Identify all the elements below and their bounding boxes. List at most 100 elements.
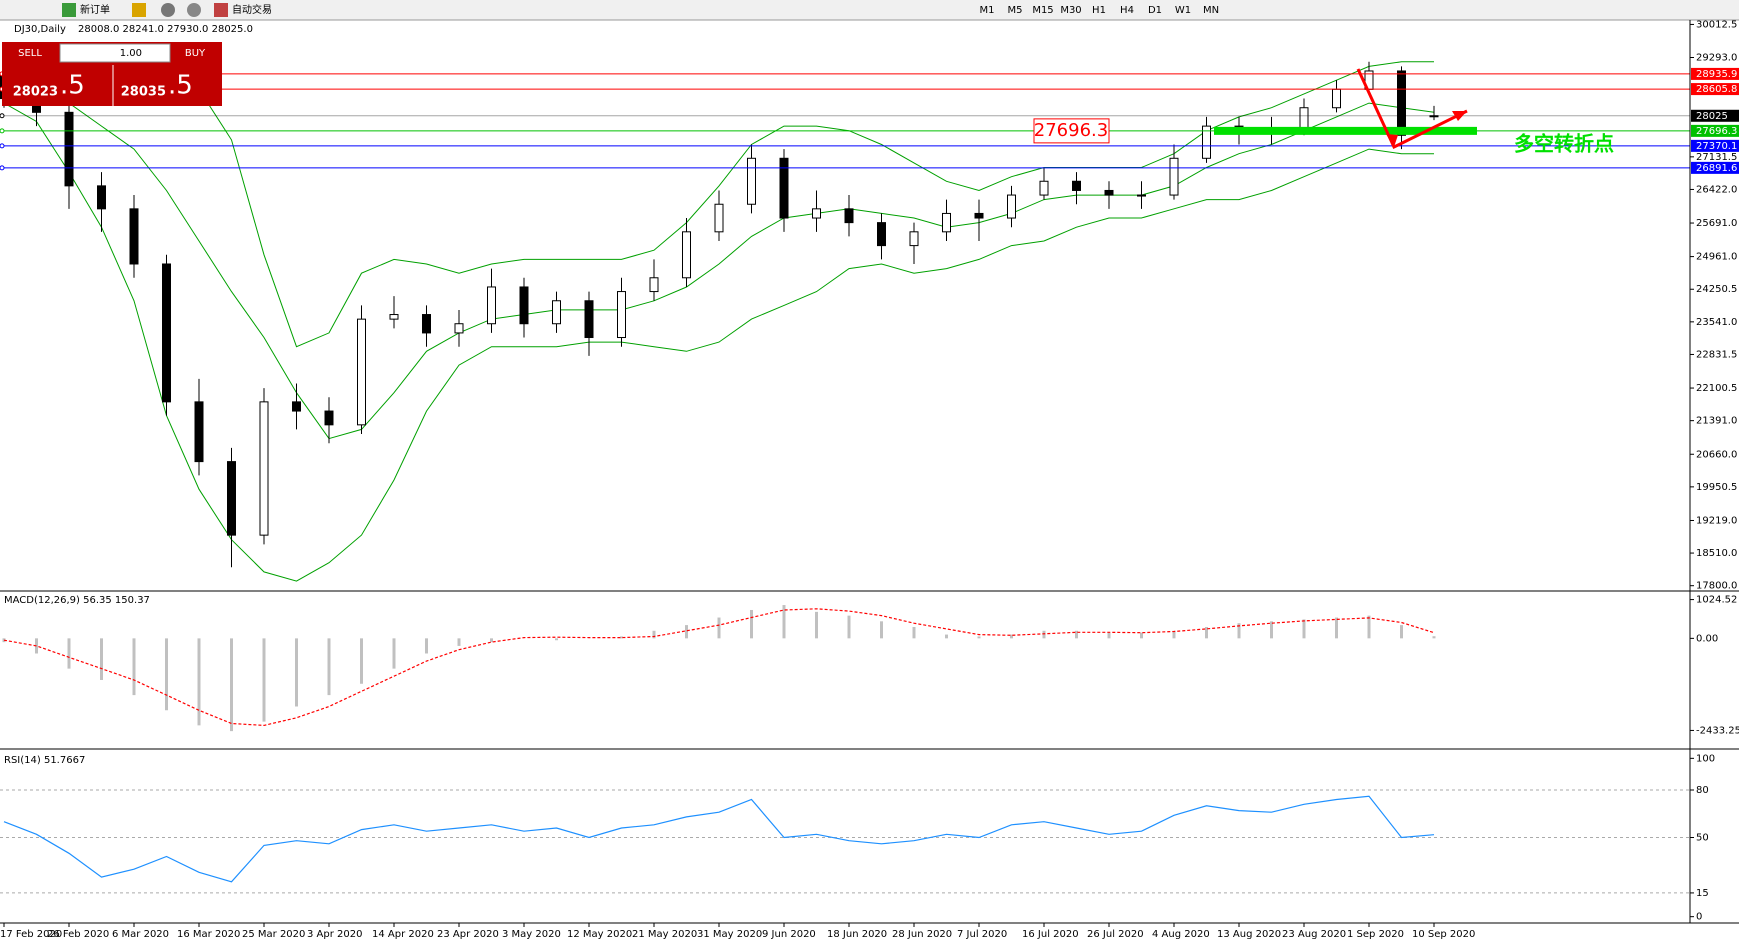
band-middle bbox=[3, 84, 1435, 440]
y-tick-label: 15 bbox=[1696, 888, 1709, 899]
candle-body bbox=[259, 401, 269, 536]
candle-body bbox=[1007, 194, 1016, 219]
candle-body bbox=[194, 401, 204, 463]
candle-body bbox=[617, 291, 626, 339]
band-lower bbox=[3, 102, 1434, 582]
candle-body bbox=[1072, 180, 1081, 191]
buy-button[interactable]: BUY bbox=[185, 48, 206, 59]
candle-body bbox=[584, 300, 594, 339]
x-tick-label: 3 May 2020 bbox=[502, 929, 561, 940]
band-upper bbox=[3, 56, 1434, 348]
candle-body bbox=[129, 208, 139, 265]
price-label-bg bbox=[1691, 161, 1739, 174]
price-label-bg bbox=[1691, 83, 1739, 96]
timeframe-button[interactable]: H4 bbox=[1120, 5, 1134, 16]
y-tick-label: 22831.5 bbox=[1696, 349, 1737, 360]
timeframe-button[interactable]: M1 bbox=[980, 5, 995, 16]
y-tick-label: 17800.0 bbox=[1696, 581, 1737, 592]
timeframe-button[interactable]: H1 bbox=[1092, 5, 1106, 16]
candle-body bbox=[1104, 189, 1114, 196]
y-tick-label: 29293.0 bbox=[1696, 53, 1737, 64]
y-tick-label: 1024.52 bbox=[1696, 595, 1737, 606]
lot-size[interactable]: 1.00 bbox=[120, 48, 142, 59]
x-tick-label: 9 Jun 2020 bbox=[762, 929, 816, 940]
auto-trading-icon[interactable] bbox=[214, 3, 228, 17]
new-order-icon[interactable] bbox=[62, 3, 76, 17]
candle-body bbox=[324, 410, 334, 426]
panel-title: RSI(14) 51.7667 bbox=[4, 755, 85, 766]
x-tick-label: 16 Mar 2020 bbox=[177, 929, 240, 940]
y-tick-label: 27131.5 bbox=[1696, 152, 1737, 163]
line-handle bbox=[0, 128, 5, 134]
price-label: 26891.6 bbox=[1696, 163, 1737, 174]
y-tick-label: 18510.0 bbox=[1696, 548, 1737, 559]
x-tick-label: 21 May 2020 bbox=[632, 929, 697, 940]
sell-price[interactable]: 28023 bbox=[13, 85, 58, 100]
quote: 28008.0 28241.0 27930.0 28025.0 bbox=[78, 24, 253, 35]
candle-body bbox=[1039, 180, 1049, 196]
price-label-bg bbox=[1691, 67, 1739, 80]
toolbar-icon[interactable] bbox=[187, 3, 201, 17]
x-tick-label: 23 Apr 2020 bbox=[437, 929, 499, 940]
candle-body bbox=[877, 222, 886, 247]
candle-body bbox=[1169, 157, 1179, 196]
toolbar-icon[interactable] bbox=[161, 3, 175, 17]
line-handle bbox=[0, 165, 5, 171]
candle-body bbox=[682, 231, 691, 279]
y-tick-label: 20660.0 bbox=[1696, 449, 1737, 460]
x-tick-label: 3 Apr 2020 bbox=[307, 929, 362, 940]
y-tick-label: 19950.5 bbox=[1696, 482, 1737, 493]
x-tick-label: 16 Jul 2020 bbox=[1022, 929, 1079, 940]
price-label-bg bbox=[1691, 109, 1739, 122]
candle-body bbox=[942, 212, 951, 233]
y-tick-label: 80 bbox=[1696, 785, 1709, 796]
line-handle bbox=[0, 113, 5, 119]
signal-line bbox=[3, 608, 1435, 727]
toolbar-icon[interactable] bbox=[132, 3, 146, 17]
sell-button[interactable]: SELL bbox=[18, 48, 42, 59]
x-tick-label: 4 Aug 2020 bbox=[1152, 929, 1210, 940]
candle-body bbox=[1137, 194, 1146, 197]
x-tick-label: 18 Jun 2020 bbox=[827, 929, 887, 940]
chart-title: DJ30,Daily bbox=[14, 24, 66, 35]
price-label: 28605.8 bbox=[1696, 84, 1737, 95]
auto-trading-button[interactable]: 自动交易 bbox=[232, 3, 272, 16]
timeframe-button[interactable]: MN bbox=[1203, 5, 1219, 16]
candle-body bbox=[974, 212, 984, 219]
x-tick-label: 14 Apr 2020 bbox=[372, 929, 434, 940]
x-tick-label: 7 Jul 2020 bbox=[957, 929, 1007, 940]
timeframe-button[interactable]: D1 bbox=[1148, 5, 1162, 16]
support-bar bbox=[1214, 126, 1477, 135]
lot-input[interactable] bbox=[59, 43, 171, 63]
sell-price-frac[interactable]: .5 bbox=[60, 71, 85, 101]
y-tick-label: 50 bbox=[1696, 833, 1709, 844]
buy-price-frac[interactable]: .5 bbox=[168, 71, 193, 101]
buy-price[interactable]: 28035 bbox=[121, 85, 166, 100]
new-order-button[interactable]: 新订单 bbox=[80, 3, 110, 16]
callout-box bbox=[1033, 118, 1110, 144]
candle-body bbox=[422, 314, 431, 334]
timeframe-button[interactable]: W1 bbox=[1175, 5, 1191, 16]
candle-body bbox=[649, 277, 659, 293]
timeframe-button[interactable]: M30 bbox=[1060, 5, 1081, 16]
annotation: 多空转折点 bbox=[1514, 131, 1614, 155]
y-tick-label: 0 bbox=[1696, 912, 1702, 923]
timeframe-button[interactable]: M15 bbox=[1032, 5, 1053, 16]
candle-body bbox=[162, 263, 171, 403]
timeframe-button[interactable]: M5 bbox=[1008, 5, 1023, 16]
y-tick-label: 25691.0 bbox=[1696, 218, 1737, 229]
y-tick-label: 21391.0 bbox=[1696, 416, 1737, 427]
x-tick-label: 26 Feb 2020 bbox=[47, 929, 109, 940]
price-label: 27370.1 bbox=[1696, 141, 1737, 152]
y-tick-label: 24961.0 bbox=[1696, 252, 1737, 263]
rsi-line bbox=[3, 795, 1435, 883]
candle-body bbox=[1429, 115, 1439, 118]
candle-body bbox=[1202, 125, 1211, 159]
panel-title: MACD(12,26,9) 56.35 150.37 bbox=[4, 595, 150, 606]
candle-body bbox=[64, 111, 74, 187]
price-label: 27696.3 bbox=[1696, 126, 1737, 137]
candle-body bbox=[1332, 88, 1341, 109]
y-tick-label: -2433.25 bbox=[1696, 725, 1739, 736]
